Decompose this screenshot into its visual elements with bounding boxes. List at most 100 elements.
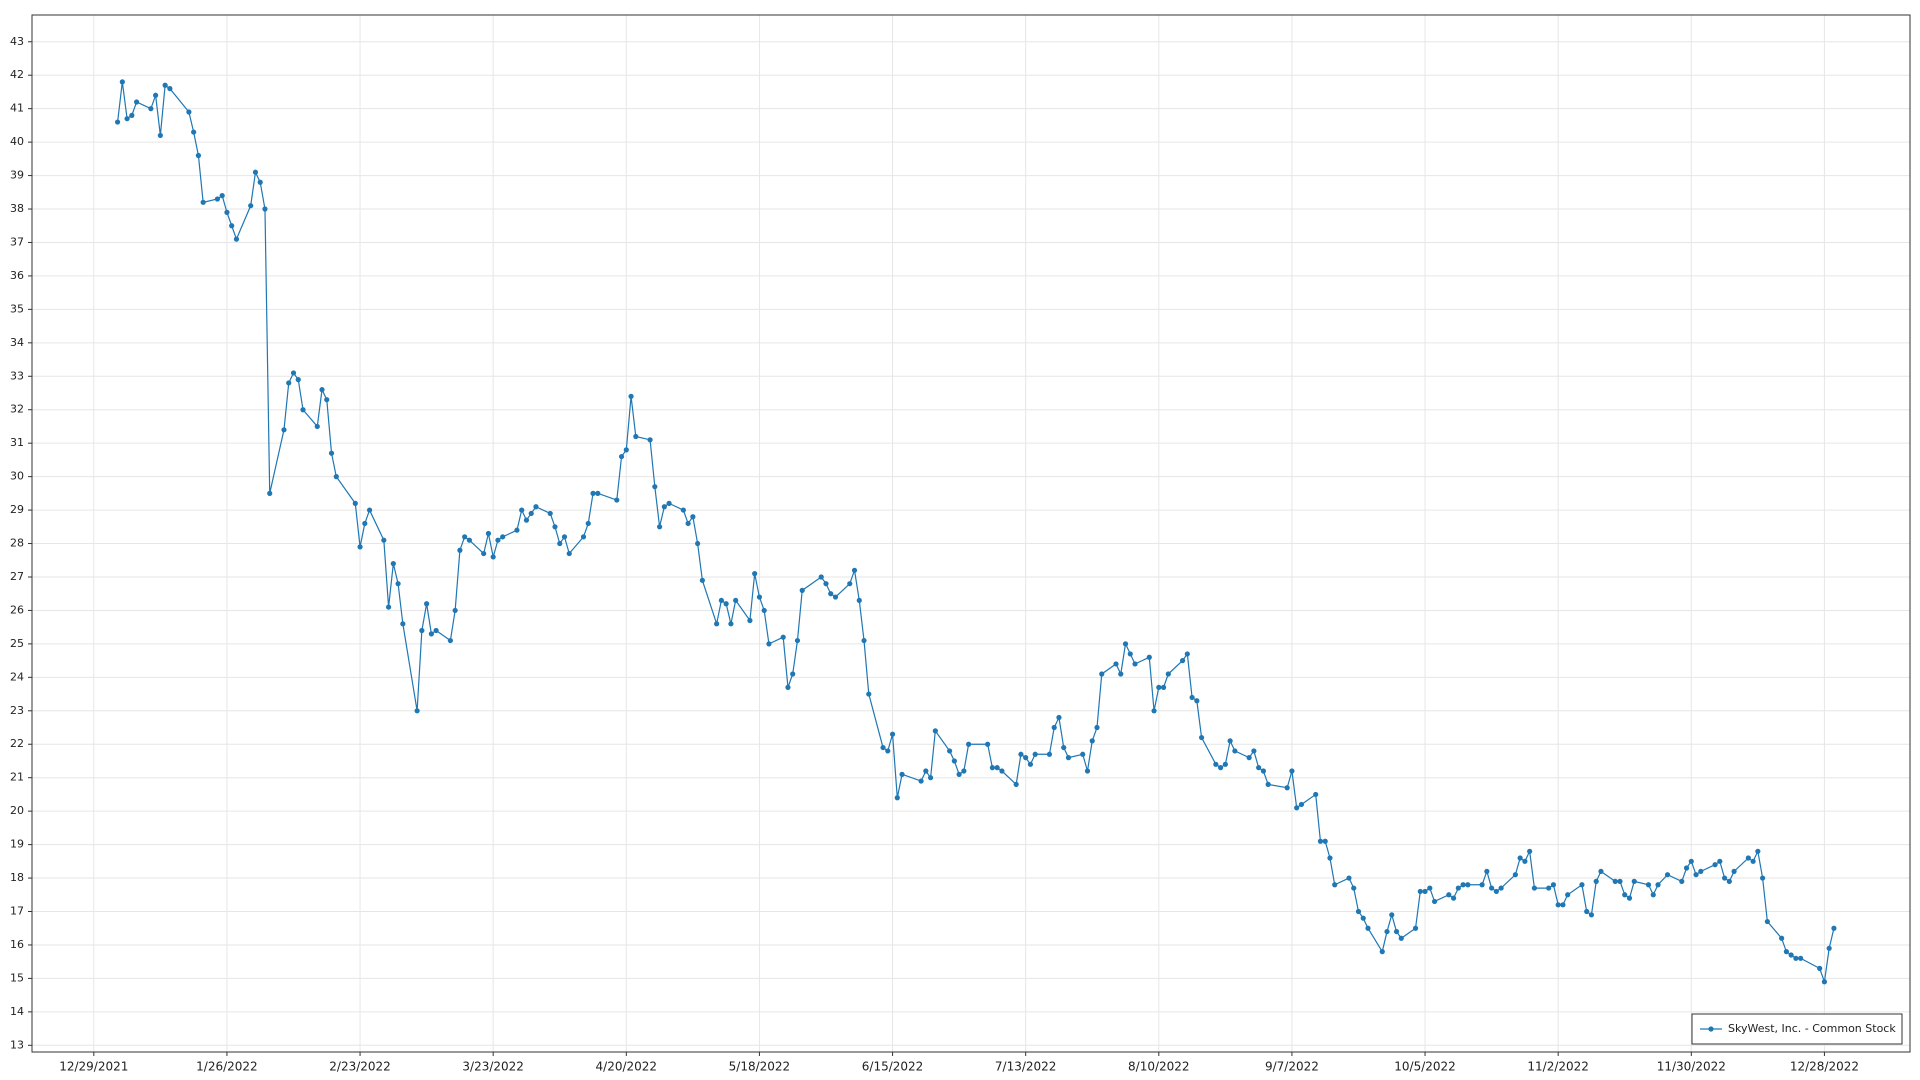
y-tick-label: 28 — [10, 537, 24, 550]
data-point — [148, 106, 154, 112]
y-tick-label: 17 — [10, 905, 24, 918]
data-point — [1450, 895, 1457, 901]
data-point — [1484, 868, 1490, 874]
data-point — [880, 744, 886, 751]
data-point — [985, 741, 991, 747]
data-point — [162, 82, 168, 88]
data-point — [747, 617, 753, 624]
y-tick-label: 34 — [10, 336, 24, 349]
data-point — [514, 527, 520, 533]
data-point — [794, 637, 801, 644]
data-point — [447, 637, 453, 644]
data-point — [823, 581, 829, 587]
data-point — [419, 627, 425, 634]
data-point — [290, 370, 297, 376]
data-point — [966, 741, 972, 747]
data-point — [1446, 892, 1452, 898]
data-point — [947, 748, 953, 754]
data-point — [1260, 768, 1266, 774]
data-point — [1712, 862, 1718, 868]
data-point — [1018, 751, 1024, 757]
data-point — [1327, 855, 1333, 861]
data-point — [1365, 925, 1371, 931]
data-point — [1431, 898, 1438, 905]
data-point — [685, 520, 691, 527]
data-point — [167, 85, 173, 92]
data-point — [1213, 761, 1219, 767]
data-point — [500, 534, 506, 540]
plot-frame — [31, 14, 1911, 1053]
data-point — [528, 510, 534, 517]
y-tick-label: 19 — [10, 838, 24, 851]
x-tick-label: 11/2/2022 — [1527, 1060, 1589, 1074]
data-point — [1246, 755, 1252, 761]
data-point — [818, 574, 824, 580]
data-point — [129, 112, 135, 118]
data-point — [1693, 872, 1699, 878]
data-point — [561, 534, 568, 540]
data-point — [1284, 785, 1290, 791]
x-tick-label: 5/18/2022 — [729, 1060, 791, 1074]
x-tick-label: 6/15/2022 — [862, 1060, 924, 1074]
data-point — [428, 631, 434, 637]
data-point — [1584, 908, 1590, 915]
data-point — [780, 634, 786, 640]
data-point — [153, 92, 159, 98]
data-point — [195, 152, 202, 159]
data-point — [252, 169, 259, 175]
data-point — [1051, 724, 1057, 731]
data-point — [1355, 908, 1362, 915]
data-point — [1227, 738, 1233, 744]
data-point — [585, 520, 591, 527]
data-point — [1517, 855, 1523, 861]
data-point — [385, 604, 392, 610]
data-point — [866, 691, 872, 697]
data-point — [1631, 878, 1637, 884]
y-tick-label: 36 — [10, 269, 24, 282]
data-point — [656, 524, 663, 530]
y-tick-label: 27 — [10, 570, 24, 583]
data-point — [233, 236, 240, 242]
data-point — [832, 594, 839, 600]
data-point — [861, 637, 867, 644]
data-point — [1726, 878, 1732, 884]
data-point — [229, 223, 235, 229]
x-tick-label: 4/20/2022 — [596, 1060, 658, 1074]
data-point — [728, 621, 734, 627]
data-point — [690, 514, 696, 520]
data-point — [1198, 734, 1205, 741]
data-point — [324, 397, 330, 403]
data-point — [395, 581, 401, 587]
data-point — [1065, 755, 1072, 761]
data-point — [1612, 878, 1618, 884]
y-tick-label: 40 — [10, 135, 24, 148]
data-point — [362, 520, 368, 527]
y-tick-label: 15 — [10, 971, 24, 984]
data-point — [1650, 892, 1656, 898]
data-point — [519, 507, 525, 513]
data-point — [533, 504, 539, 510]
data-point — [1084, 768, 1091, 774]
data-point — [124, 116, 130, 122]
data-point — [133, 99, 140, 105]
data-point — [580, 534, 587, 540]
x-tick-label: 12/28/2022 — [1790, 1060, 1859, 1074]
data-point — [1750, 858, 1756, 864]
data-point — [1688, 858, 1694, 864]
y-tick-label: 18 — [10, 871, 24, 884]
data-point — [328, 450, 335, 456]
y-tick-label: 26 — [10, 603, 24, 616]
data-point — [1664, 872, 1671, 878]
data-point — [357, 544, 363, 550]
data-point — [214, 196, 221, 202]
data-point — [1146, 654, 1152, 660]
data-point — [951, 758, 957, 764]
data-point — [633, 433, 639, 440]
data-point — [1094, 724, 1100, 731]
data-point — [114, 119, 121, 125]
y-tick-label: 37 — [10, 235, 24, 248]
data-point — [661, 504, 667, 510]
data-point — [1793, 955, 1799, 961]
data-point — [414, 708, 420, 714]
data-point — [1655, 882, 1661, 888]
